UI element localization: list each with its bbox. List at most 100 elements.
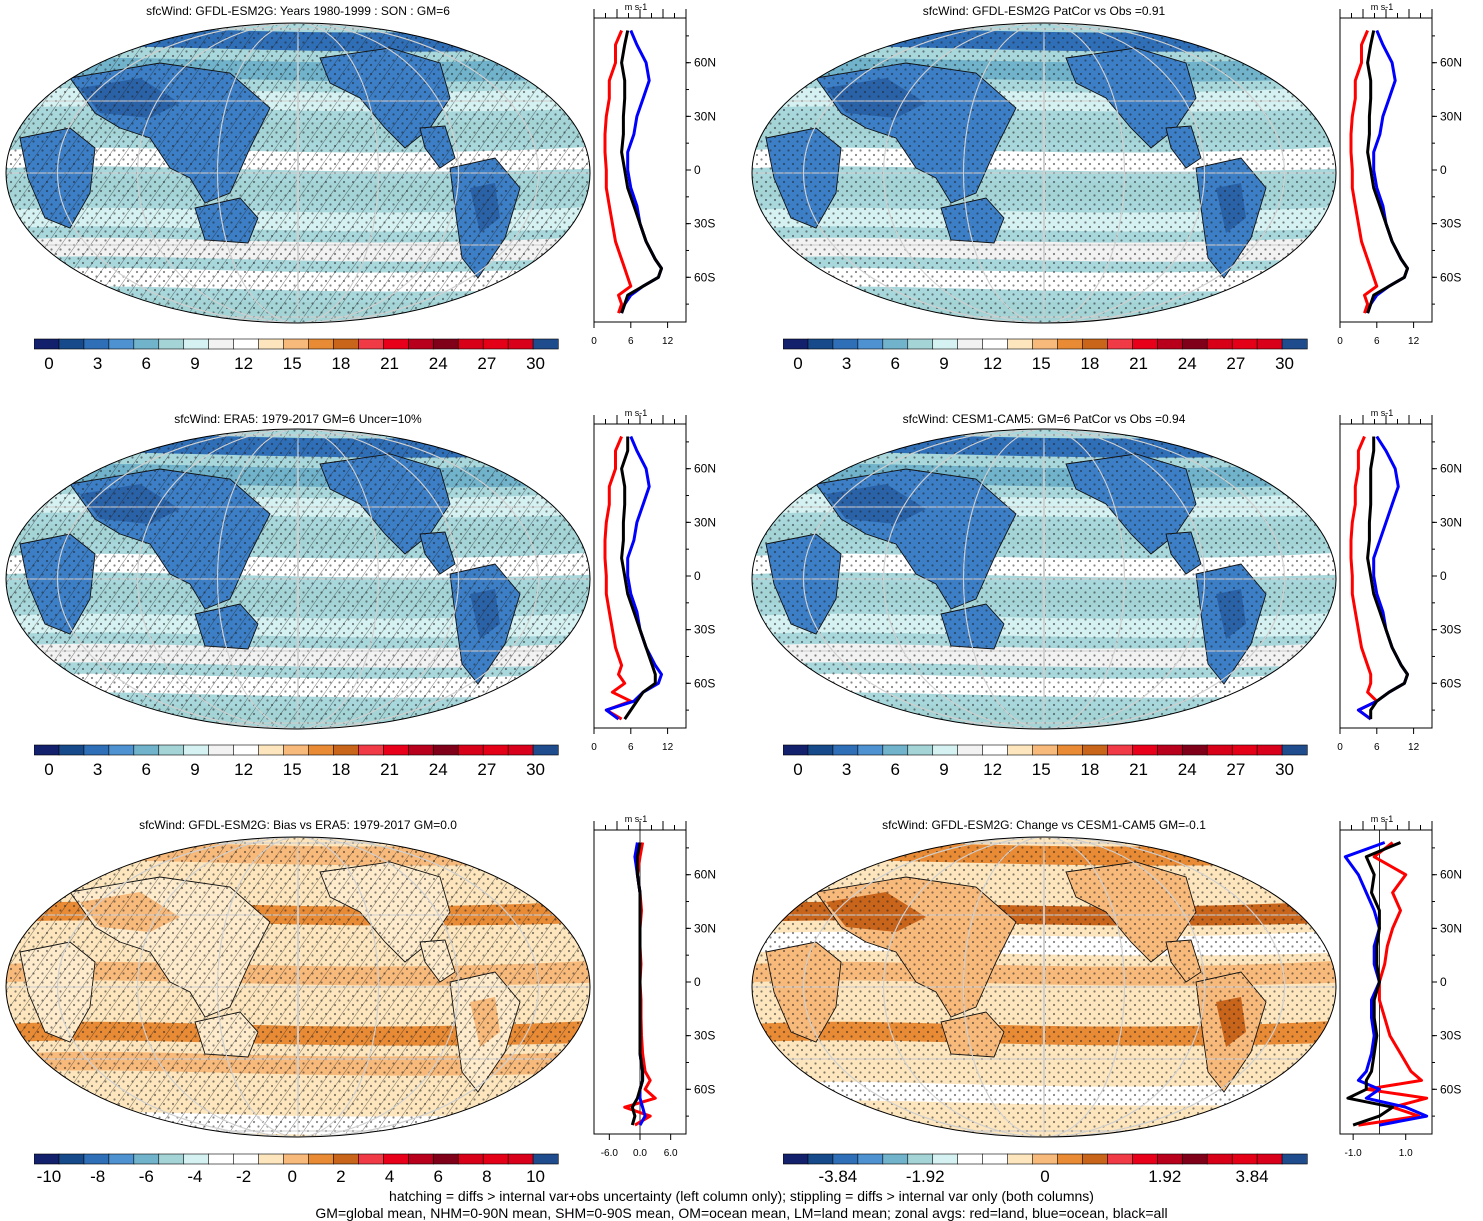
- map: [5, 428, 591, 730]
- colorbar-labels: 0 3 6 9 12 15 18 21 24 27 30: [783, 354, 1307, 376]
- colorbar: [783, 338, 1308, 350]
- series-line-black: [630, 842, 645, 1126]
- y-tick-label: 30N: [1440, 109, 1462, 123]
- colorbar-label: 3: [92, 354, 103, 373]
- colorbar-label: 30: [526, 354, 545, 373]
- x-tick-label: 0: [1337, 336, 1343, 347]
- colorbar-labels: 0 3 6 9 12 15 18 21 24 27 30: [34, 354, 558, 376]
- colorbar-label: 12: [983, 354, 1003, 373]
- footer-line-2: GM=global mean, NHM=0-90N mean, SHM=0-90…: [315, 1205, 1168, 1221]
- map-title: sfcWind: GFDL-ESM2G: Change vs CESM1-CAM…: [882, 818, 1206, 832]
- y-tick-label: 30S: [1440, 217, 1461, 231]
- x-tick-label: 0.0: [633, 1148, 647, 1159]
- colorbar-label: -8: [90, 1167, 106, 1186]
- x-tick-label: 6.0: [664, 1148, 678, 1159]
- y-tick-label: 60S: [1440, 676, 1461, 690]
- colorbar-label: 30: [1275, 760, 1294, 779]
- colorbar-label: 30: [1275, 354, 1294, 373]
- series-line-black: [620, 30, 663, 314]
- colorbar-label: 12: [983, 760, 1003, 779]
- y-tick-label: 60N: [694, 462, 716, 476]
- zonal-plot: m s-1 60N 30N 0 30S 60S 0 6 12: [1337, 408, 1462, 753]
- x-tick-label: 12: [1408, 742, 1420, 753]
- y-tick-label: 30N: [694, 515, 716, 529]
- colorbar-label: 6: [141, 760, 152, 779]
- colorbar-label: 9: [939, 760, 949, 779]
- x-tick-label: 0: [591, 742, 597, 753]
- x-tick-label: 6: [1374, 336, 1380, 347]
- zonal-plot: m s-1 60N 30N 0 30S 60S 0 6 12: [591, 408, 716, 753]
- series-line-black: [1366, 436, 1409, 720]
- x-tick-label: 12: [1408, 336, 1420, 347]
- colorbar-label: 24: [428, 354, 448, 373]
- colorbar: [34, 338, 559, 350]
- units-label: m s-1: [625, 814, 648, 824]
- series-line-red: [603, 29, 633, 314]
- colorbar-label: 1.92: [1148, 1167, 1182, 1186]
- y-tick-label: 60N: [1440, 868, 1462, 882]
- colorbar-label: 30: [526, 760, 545, 779]
- x-tick-label: 0: [1337, 742, 1343, 753]
- y-tick-label: 0: [1440, 569, 1447, 583]
- y-tick-label: 30S: [1440, 623, 1461, 637]
- colorbar-label: 8: [482, 1167, 492, 1186]
- colorbar-label: 21: [380, 354, 400, 373]
- series-line-blue: [1343, 841, 1429, 1127]
- y-tick-label: 0: [694, 163, 701, 177]
- y-tick-label: 60S: [1440, 1082, 1461, 1096]
- colorbar-label: 3.84: [1235, 1167, 1269, 1186]
- zonal-plot: m s-1 60N 30N 0 30S 60S 0 6 12: [591, 2, 716, 347]
- units-label: m s-1: [1371, 2, 1394, 12]
- units-label: m s-1: [625, 408, 648, 418]
- colorbar-labels: -10 -8 -6 -4 -2 0 2 4 6 8 10: [34, 1167, 558, 1189]
- colorbar-label: 12: [234, 760, 254, 779]
- map: [751, 22, 1337, 324]
- zonal-frame: [1339, 423, 1433, 729]
- colorbar-label: 0: [44, 354, 54, 373]
- y-tick-label: 30S: [694, 1029, 715, 1043]
- colorbar-label: 18: [1080, 354, 1100, 373]
- y-tick-label: 30S: [1440, 1029, 1461, 1043]
- y-tick-label: 60S: [694, 270, 715, 284]
- colorbar-label: 0: [793, 760, 803, 779]
- colorbar-label: 27: [1226, 760, 1246, 779]
- colorbar-label: 15: [1031, 354, 1051, 373]
- colorbar-label: 27: [477, 760, 497, 779]
- colorbar: [783, 744, 1308, 756]
- footer-line-1: hatching = diffs > internal var+obs unce…: [389, 1188, 1094, 1204]
- colorbar-label: 24: [428, 760, 448, 779]
- colorbar-label: 15: [282, 760, 302, 779]
- colorbar-label: 24: [1177, 760, 1197, 779]
- colorbar-label: 0: [44, 760, 54, 779]
- colorbar-label: 21: [1129, 760, 1149, 779]
- colorbar-label: 12: [234, 354, 254, 373]
- y-tick-label: 0: [1440, 163, 1447, 177]
- colorbar: [783, 1153, 1308, 1165]
- colorbar-label: -10: [36, 1167, 62, 1186]
- colorbar-label: 0: [287, 1167, 297, 1186]
- colorbar-label: 9: [190, 354, 200, 373]
- x-tick-label: 6: [1374, 742, 1380, 753]
- y-tick-label: 60N: [1440, 462, 1462, 476]
- map: [751, 836, 1337, 1138]
- colorbar-label: 3: [841, 354, 852, 373]
- x-tick-label: 6: [628, 742, 634, 753]
- y-tick-label: 30S: [694, 623, 715, 637]
- colorbar-label: -3.84: [818, 1167, 858, 1186]
- series-line-blue: [1366, 29, 1409, 314]
- y-tick-label: 60N: [1440, 56, 1462, 70]
- y-tick-label: 60N: [694, 56, 716, 70]
- colorbar-label: 9: [190, 760, 200, 779]
- series-line-black: [1366, 30, 1409, 314]
- x-tick-label: 12: [662, 336, 674, 347]
- x-tick-label: -6.0: [601, 1148, 619, 1159]
- zonal-frame: [1339, 17, 1433, 323]
- colorbar-label: 6: [433, 1167, 443, 1186]
- map: [751, 428, 1337, 730]
- x-tick-label: 0: [591, 336, 597, 347]
- y-tick-label: 60S: [694, 676, 715, 690]
- y-tick-label: 30S: [694, 217, 715, 231]
- zonal-plot: m s-1 60N 30N 0 30S 60S -6.0 0.0 6.0: [593, 814, 716, 1159]
- colorbar-label: 10: [526, 1167, 545, 1186]
- colorbar-label: 21: [380, 760, 400, 779]
